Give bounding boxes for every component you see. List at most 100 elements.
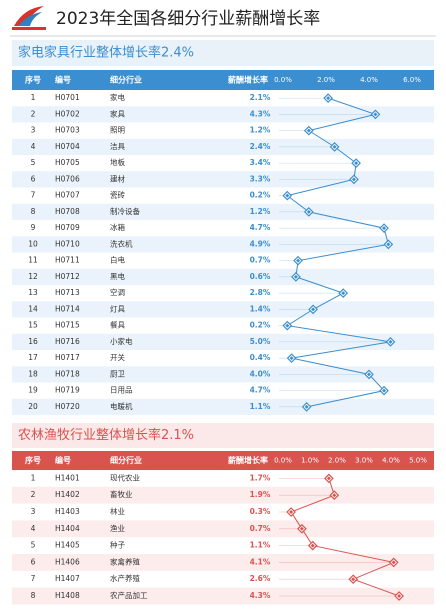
row-code: H0710 — [55, 239, 80, 248]
column-header: 细分行业 — [110, 75, 142, 85]
point-marker-core — [397, 594, 402, 598]
value-label: 4.3% — [250, 591, 271, 600]
row-index: 3 — [31, 126, 36, 135]
row-band — [12, 520, 434, 538]
point-marker-core — [351, 177, 356, 182]
row-index: 13 — [28, 288, 38, 297]
value-label: 3.3% — [250, 174, 271, 183]
value-label: 1.4% — [250, 304, 271, 313]
point-marker-core — [373, 112, 378, 117]
x-tick-label: 4.0% — [382, 457, 400, 465]
row-industry: 电暖机 — [110, 401, 133, 411]
value-label: 0.4% — [250, 353, 271, 362]
row-index: 9 — [31, 223, 36, 232]
point-marker-core — [388, 339, 393, 344]
x-tick-label: 1.0% — [301, 457, 319, 465]
point-marker-core — [289, 510, 294, 514]
value-label: 0.2% — [250, 321, 271, 330]
row-index: 10 — [28, 239, 38, 248]
row-industry: 冰箱 — [110, 222, 125, 232]
row-industry: 空调 — [110, 287, 125, 297]
row-industry: 制冷设备 — [110, 206, 140, 216]
point-marker-core — [306, 209, 311, 214]
x-tick-label: 2.0% — [317, 76, 335, 84]
row-code: H1408 — [55, 591, 80, 600]
row-industry: 灯具 — [110, 303, 125, 313]
row-industry: 建材 — [110, 173, 125, 183]
row-industry: 畜牧业 — [110, 489, 133, 499]
x-tick-label: 0.0% — [274, 457, 292, 465]
point-marker-core — [332, 493, 337, 498]
row-code: H0707 — [55, 191, 80, 200]
point-marker-core — [296, 258, 301, 263]
row-index: 2 — [31, 490, 36, 499]
point-marker-core — [285, 323, 290, 328]
row-code: H0720 — [55, 402, 80, 411]
row-index: 7 — [31, 191, 36, 200]
row-code: H1404 — [55, 524, 80, 533]
point-marker-core — [311, 307, 316, 312]
row-industry: 照明 — [110, 126, 125, 135]
row-industry: 小家电 — [110, 336, 133, 346]
row-band — [12, 333, 434, 350]
value-label: 2.1% — [250, 93, 271, 102]
row-code: H0704 — [55, 142, 80, 151]
value-label: 0.7% — [250, 524, 271, 533]
trend-line — [285, 97, 391, 408]
value-label: 4.9% — [250, 239, 271, 248]
row-industry: 渔业 — [110, 523, 125, 533]
point-marker-core — [310, 543, 315, 548]
value-label: 4.1% — [250, 557, 271, 566]
row-index: 2 — [31, 109, 36, 118]
value-label: 1.2% — [250, 207, 271, 216]
point-marker-core — [391, 560, 396, 565]
row-industry: 瓷砖 — [110, 190, 125, 200]
row-index: 6 — [31, 557, 36, 566]
section-title-band — [12, 423, 434, 448]
row-industry: 家具 — [110, 108, 125, 118]
row-industry: 白电 — [110, 255, 125, 265]
value-label: 0.3% — [250, 507, 271, 516]
row-index: 5 — [31, 541, 36, 550]
value-label: 1.9% — [250, 490, 271, 499]
section-title-band — [12, 40, 434, 66]
row-band — [12, 554, 434, 571]
row-industry: 农产品加工 — [110, 590, 148, 600]
row-index: 8 — [31, 591, 36, 600]
value-label: 4.7% — [250, 223, 271, 232]
column-header: 编号 — [55, 455, 71, 465]
point-marker-core — [386, 242, 391, 247]
page-title: 2023年全国各细分行业薪酬增长率 — [56, 9, 320, 29]
row-industry: 家电 — [110, 92, 125, 102]
point-marker-core — [326, 476, 331, 481]
row-industry: 洁具 — [110, 141, 125, 151]
x-tick-label: 2.0% — [328, 457, 346, 465]
row-index: 18 — [28, 369, 38, 378]
x-tick-label: 4.0% — [360, 76, 378, 84]
x-tick-label: 5.0% — [409, 457, 427, 465]
value-label: 4.3% — [250, 109, 271, 118]
row-code: H0706 — [55, 174, 80, 183]
row-code: H0701 — [55, 93, 80, 102]
x-tick-label: 0.0% — [274, 76, 292, 84]
row-code: H0708 — [55, 207, 80, 216]
row-industry: 现代农业 — [110, 472, 140, 482]
row-band — [12, 398, 434, 415]
point-marker-core — [285, 193, 290, 198]
trend-line — [290, 478, 400, 597]
row-band — [12, 486, 434, 504]
column-header: 薪酬增长率 — [228, 75, 268, 85]
row-index: 3 — [31, 507, 36, 516]
point-marker-core — [341, 291, 346, 296]
row-code: H0703 — [55, 126, 80, 135]
section-title: 家电家具行业整体增长率2.4% — [18, 45, 194, 61]
x-tick-label: 3.0% — [355, 457, 373, 465]
row-industry: 地板 — [110, 157, 125, 167]
row-code: H1405 — [55, 541, 80, 550]
column-header: 序号 — [25, 455, 41, 465]
row-industry: 日用品 — [110, 386, 133, 395]
row-index: 19 — [28, 386, 38, 395]
row-index: 16 — [28, 337, 38, 346]
